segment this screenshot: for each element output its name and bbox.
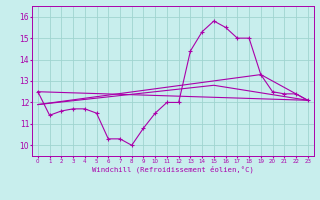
X-axis label: Windchill (Refroidissement éolien,°C): Windchill (Refroidissement éolien,°C) [92, 165, 254, 173]
